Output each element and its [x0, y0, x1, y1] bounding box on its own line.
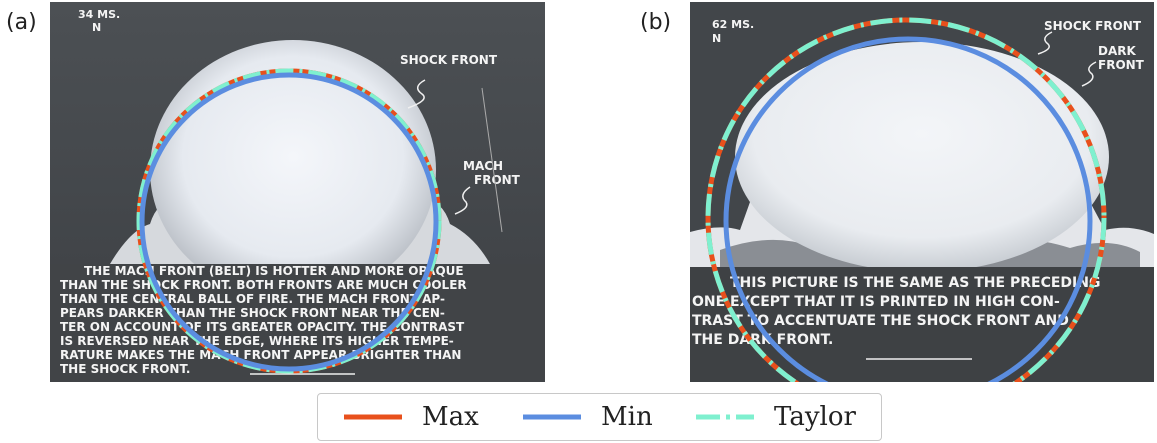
- caption-a-line-1: THE MACH FRONT (BELT) IS HOTTER AND MORE…: [84, 264, 464, 278]
- panel-b-image: 62 MS. N SHOCK FRONT DARK FRONT THIS PIC…: [690, 2, 1154, 382]
- shock-front-label-b: SHOCK FRONT: [1044, 19, 1142, 33]
- scratch-a: [481, 87, 503, 233]
- time-label-b: 62 MS.: [712, 18, 754, 31]
- caption-a-line-6: IS REVERSED NEAR THE EDGE, WHERE ITS HIG…: [60, 334, 454, 348]
- panel-a-photo: 34 MS. N SHOCK FRONT MACH FRONT THE MACH…: [50, 2, 545, 382]
- shock-front-pointer-b: [1037, 31, 1053, 55]
- taylor-swatch-icon: [696, 414, 754, 420]
- panel-a-label: (a): [6, 10, 37, 35]
- taylor-circle-b: [705, 17, 1107, 382]
- legend: Max Min Taylor: [317, 393, 882, 441]
- max-swatch-icon: [344, 414, 402, 420]
- min-circle-a: [139, 72, 439, 372]
- dark-label-b: DARK: [1098, 44, 1136, 58]
- legend-label-min: Min: [601, 402, 653, 432]
- north-label-a: N: [92, 21, 101, 34]
- min-circle-b: [723, 36, 1093, 382]
- fireball-b: [735, 42, 1109, 272]
- caption-b-line-2: ONE EXCEPT THAT IT IS PRINTED IN HIGH CO…: [692, 294, 1060, 310]
- legend-item-max: Max: [344, 394, 479, 440]
- fireball-a: [150, 40, 436, 300]
- caption-a-line-2: THAN THE SHOCK FRONT. BOTH FRONTS ARE MU…: [60, 278, 467, 292]
- legend-label-max: Max: [422, 402, 479, 432]
- shock-front-label-a: SHOCK FRONT: [400, 53, 498, 67]
- min-swatch-icon: [523, 414, 581, 420]
- caption-b-line-1: THIS PICTURE IS THE SAME AS THE PRECEDIN…: [730, 275, 1100, 291]
- caption-a-line-7: RATURE MAKES THE MACH FRONT APPEAR BRIGH…: [60, 348, 461, 362]
- caption-b-line-3: TRAST TO ACCENTUATE THE SHOCK FRONT AND: [692, 313, 1069, 329]
- caption-b-line-4: THE DARK FRONT.: [692, 332, 833, 348]
- panel-b-photo: 62 MS. N SHOCK FRONT DARK FRONT THIS PIC…: [690, 2, 1154, 382]
- caption-a-line-3: THAN THE CENTRAL BALL OF FIRE. THE MACH …: [60, 292, 445, 306]
- legend-item-taylor: Taylor: [696, 394, 856, 440]
- caption-a-line-8: THE SHOCK FRONT.: [60, 362, 190, 376]
- panel-b-label: (b): [640, 10, 672, 35]
- north-label-b: N: [712, 32, 721, 45]
- front-label-b: FRONT: [1098, 58, 1145, 72]
- caption-a-line-4: PEARS DARKER THAN THE SHOCK FRONT NEAR T…: [60, 306, 445, 320]
- legend-label-taylor: Taylor: [774, 402, 856, 432]
- shock-front-pointer-a: [407, 79, 426, 109]
- time-label-a: 34 MS.: [78, 8, 120, 21]
- mach-front-pointer-a: [454, 186, 471, 215]
- panel-a-image: 34 MS. N SHOCK FRONT MACH FRONT THE MACH…: [50, 2, 545, 382]
- dark-front-pointer-b: [1081, 61, 1097, 87]
- mach-label-a: MACH: [463, 159, 503, 173]
- legend-item-min: Min: [523, 394, 653, 440]
- caption-a-line-5: TER ON ACCOUNT OF ITS GREATER OPACITY. T…: [60, 320, 465, 334]
- front-label-a: FRONT: [474, 173, 521, 187]
